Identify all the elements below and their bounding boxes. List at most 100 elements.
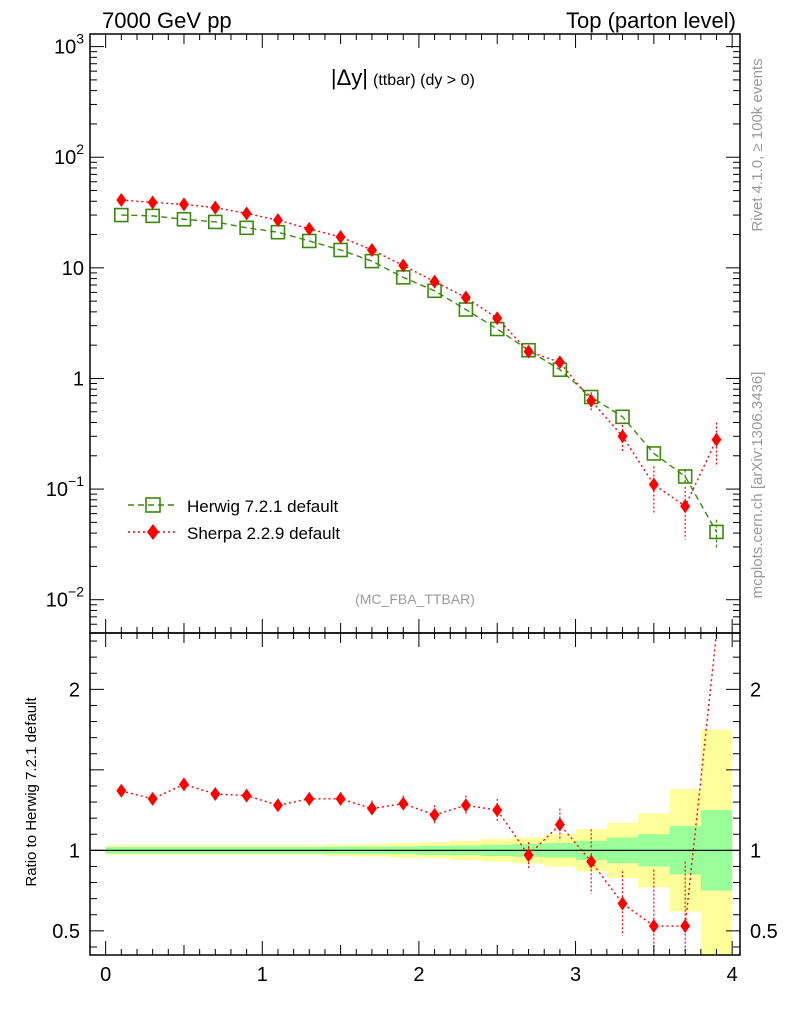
ratio-data-point xyxy=(398,796,409,811)
plot-title-main: |Δy| xyxy=(331,65,368,90)
ratio-series-line xyxy=(121,632,718,927)
data-point xyxy=(711,432,722,447)
ratio-data-point xyxy=(335,791,346,806)
ratio-data-point xyxy=(272,798,283,813)
y-tick-label-base: 10 xyxy=(46,590,68,612)
ratio-band-outer xyxy=(105,729,733,955)
y-tick-label-exp: −1 xyxy=(68,473,84,489)
data-point xyxy=(523,344,534,359)
data-point xyxy=(646,446,662,461)
main-frame xyxy=(89,33,741,634)
ratio-data-point xyxy=(523,848,534,863)
ratio-data-point xyxy=(680,919,691,934)
y-tick-label-base: 1 xyxy=(73,368,84,390)
y-tick-label-base: 10 xyxy=(54,37,76,59)
y-tick-label: 10−2 xyxy=(46,584,84,612)
data-point xyxy=(178,197,189,212)
legend-sherpa-marker xyxy=(147,524,159,540)
plot-title-sub: (ttbar) (dy > 0) xyxy=(373,72,475,89)
y-tick-label: 103 xyxy=(54,31,84,59)
ratio-data-point xyxy=(554,817,565,832)
data-point xyxy=(176,211,192,227)
legend: Herwig 7.2.1 default Sherpa 2.2.9 defaul… xyxy=(128,497,340,543)
x-tick-label: 4 xyxy=(727,964,738,986)
data-point xyxy=(554,355,565,370)
ratio-data-point xyxy=(648,919,659,934)
ratio-series-sherpa xyxy=(116,632,718,955)
data-point xyxy=(241,206,252,221)
analysis-label: (MC_FBA_TTBAR) xyxy=(355,591,475,607)
y-tick-label: 10−1 xyxy=(46,473,84,501)
data-point xyxy=(116,193,127,208)
ratio-data-point xyxy=(617,896,628,911)
legend-sherpa-label: Sherpa 2.2.9 default xyxy=(187,524,340,543)
y-tick-label-exp: 3 xyxy=(76,31,84,47)
ratio-data-point xyxy=(586,854,597,869)
x-tick-label: 3 xyxy=(570,964,581,986)
x-tick-label: 2 xyxy=(413,964,424,986)
ratio-data-point xyxy=(178,777,189,792)
ratio-ylabel: Ratio to Herwig 7.2.1 default xyxy=(23,697,40,887)
data-point xyxy=(648,477,659,492)
y-tick-label: 10 xyxy=(62,258,84,280)
header-left: 7000 GeV pp xyxy=(102,8,232,33)
data-point xyxy=(398,258,409,273)
ratio-y-tick-label-right: 2 xyxy=(750,679,761,701)
data-point xyxy=(272,213,283,228)
y-tick-label-base: 10 xyxy=(62,258,84,280)
legend-herwig-label: Herwig 7.2.1 default xyxy=(187,497,338,516)
ratio-data-point xyxy=(147,791,158,806)
ratio-data-point xyxy=(210,787,221,801)
ratio-data-point xyxy=(429,807,440,822)
header-right: Top (parton level) xyxy=(566,8,736,33)
y-tick-label-base: 10 xyxy=(54,147,76,169)
data-point xyxy=(304,221,315,236)
data-point xyxy=(210,200,221,215)
x-tick-label: 1 xyxy=(257,964,268,986)
mcplots-label: mcplots.cern.ch [arXiv:1306.3436] xyxy=(749,372,766,599)
ratio-data-point xyxy=(460,798,471,813)
ratio-y-tick-label-right: 1 xyxy=(750,840,761,862)
data-point xyxy=(239,220,254,236)
series-line xyxy=(121,199,718,508)
data-point xyxy=(677,469,693,484)
legend-herwig-marker xyxy=(145,497,161,513)
data-point xyxy=(615,409,630,425)
ratio-data-point xyxy=(492,803,503,818)
x-tick-label: 0 xyxy=(100,964,111,986)
data-point xyxy=(460,290,471,305)
data-point xyxy=(709,524,724,540)
ratio-y-tick-label-right: 0.5 xyxy=(750,921,778,943)
data-point xyxy=(680,499,691,514)
ratio-data-point xyxy=(116,783,127,798)
rivet-label: Rivet 4.1.0, ≥ 100k events xyxy=(749,58,766,231)
y-tick-label: 1 xyxy=(73,368,84,390)
y-tick-label: 102 xyxy=(54,141,84,169)
data-point xyxy=(335,230,346,245)
y-tick-label-exp: 2 xyxy=(76,141,84,157)
series-sherpa xyxy=(116,193,722,540)
ratio-y-tick-label: 2 xyxy=(69,679,80,701)
ratio-y-tick-label: 0.5 xyxy=(52,921,80,943)
data-point xyxy=(492,311,503,326)
ratio-band-layer xyxy=(105,729,733,955)
ratio-data-point xyxy=(241,788,252,803)
data-point xyxy=(366,242,377,257)
data-point xyxy=(114,207,129,223)
ratio-y-tick-label: 1 xyxy=(69,840,80,862)
data-point xyxy=(429,274,440,289)
ratio-data-point xyxy=(366,801,377,816)
y-tick-label-base: 10 xyxy=(46,479,68,501)
data-point xyxy=(586,393,597,408)
ratio-data-point xyxy=(304,791,315,806)
data-point xyxy=(208,214,223,230)
ratio-frame xyxy=(89,632,741,956)
data-point xyxy=(147,195,158,210)
series-line xyxy=(121,214,718,533)
data-layer xyxy=(114,193,724,955)
data-point xyxy=(617,429,628,444)
y-tick-label-exp: −2 xyxy=(68,584,84,600)
